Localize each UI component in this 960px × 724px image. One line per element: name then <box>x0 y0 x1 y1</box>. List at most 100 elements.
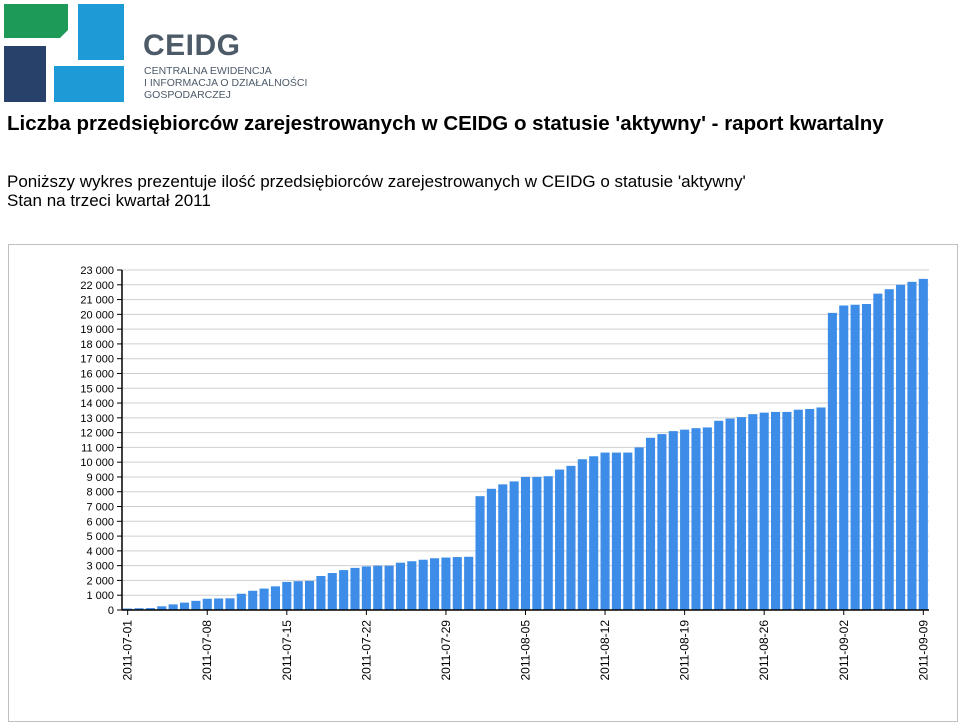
bar <box>577 459 587 610</box>
bar <box>520 476 531 610</box>
bar <box>850 304 860 610</box>
bar <box>214 598 224 610</box>
brand-subtitle-line: GOSPODARCZEJ <box>144 89 231 101</box>
y-tick-label: 1 000 <box>86 590 114 602</box>
bar <box>816 407 826 610</box>
y-tick-label: 14 000 <box>80 398 114 410</box>
bar <box>907 281 917 610</box>
bar <box>464 556 474 610</box>
brand-subtitle-line: I INFORMACJA O DZIAŁALNOŚCI <box>144 77 308 89</box>
bar <box>566 465 576 610</box>
bar <box>293 581 303 610</box>
report-date: Stan na trzeci kwartał 2011 <box>7 191 211 210</box>
ceidg-logo-icon <box>4 4 124 102</box>
bar <box>191 600 201 610</box>
bar <box>498 484 508 610</box>
bar <box>304 580 315 610</box>
bar <box>441 557 451 610</box>
bar <box>179 602 190 610</box>
x-tick-label: 2011-08-19 <box>678 620 692 681</box>
bar <box>918 278 928 610</box>
header: CEIDG CENTRALNA EWIDENCJA I INFORMACJA O… <box>0 0 960 108</box>
bar <box>418 559 428 610</box>
y-tick-label: 4 000 <box>86 546 114 558</box>
bar <box>407 561 417 610</box>
bar <box>884 289 894 610</box>
y-tick-label: 20 000 <box>80 309 114 321</box>
bar <box>805 408 815 610</box>
y-tick-label: 10 000 <box>80 457 114 469</box>
bar <box>373 565 383 610</box>
bar <box>771 411 781 610</box>
bar <box>896 284 906 610</box>
x-tick-label: 2011-08-26 <box>757 620 771 681</box>
bar <box>759 412 769 610</box>
y-tick-label: 19 000 <box>80 324 114 336</box>
bar <box>361 566 371 610</box>
x-tick-label: 2011-07-29 <box>439 620 453 681</box>
brand-subtitle-line: CENTRALNA EWIDENCJA <box>144 65 272 77</box>
bar-chart: 0 1 000 2 000 3 000 4 000 5 000 6 000 7 000 8 00… <box>80 265 930 681</box>
y-tick-label: 21 000 <box>80 295 114 307</box>
bar <box>861 304 872 610</box>
y-tick-label: 16 000 <box>80 368 114 380</box>
y-tick-label: 7 000 <box>86 502 114 514</box>
page-title: Liczba przedsiębiorców zarejestrowanych … <box>7 112 884 135</box>
x-tick-label: 2011-07-01 <box>121 620 135 681</box>
page-description: Poniższy wykres prezentuje ilość przedsi… <box>7 172 947 210</box>
bar <box>145 608 155 610</box>
bar <box>714 420 724 610</box>
bar <box>793 409 803 610</box>
chart-panel: 0 1 000 2 000 3 000 4 000 5 000 6 000 7 000 8 00… <box>8 244 958 722</box>
x-tick-label: 2011-09-09 <box>916 620 930 681</box>
y-tick-label: 23 000 <box>80 265 114 277</box>
bar <box>600 452 610 610</box>
bar <box>748 414 758 610</box>
bar <box>873 293 883 610</box>
y-tick-label: 12 000 <box>80 428 114 440</box>
y-tick-label: 13 000 <box>80 413 114 425</box>
bar <box>168 604 178 610</box>
bar <box>543 476 553 610</box>
bar <box>668 431 678 610</box>
bar <box>282 581 292 610</box>
bar <box>725 418 735 610</box>
bar <box>532 476 542 610</box>
bar <box>623 452 633 610</box>
y-tick-label: 9 000 <box>86 472 114 484</box>
bar <box>589 456 599 610</box>
y-tick-label: 15 000 <box>80 383 114 395</box>
bar <box>827 312 837 610</box>
bar <box>248 590 258 610</box>
y-tick-label: 17 000 <box>80 354 114 366</box>
y-tick-label: 18 000 <box>80 339 114 351</box>
bar <box>555 469 565 610</box>
bar <box>339 570 349 610</box>
y-tick-label: 6 000 <box>86 516 114 528</box>
bar <box>259 588 269 610</box>
bar <box>736 417 747 610</box>
bar <box>395 562 406 610</box>
bar <box>691 428 701 610</box>
bar <box>782 411 792 610</box>
bar <box>202 598 212 610</box>
brand-subtitle: CENTRALNA EWIDENCJA I INFORMACJA O DZIAŁ… <box>144 65 404 101</box>
bar <box>839 305 849 610</box>
bar <box>634 447 644 610</box>
bar <box>475 496 485 610</box>
y-tick-label: 22 000 <box>80 280 114 292</box>
y-tick-label: 5 000 <box>86 531 114 543</box>
y-tick-label: 8 000 <box>86 487 114 499</box>
bar <box>486 488 496 610</box>
bar <box>657 434 667 610</box>
bar <box>327 573 337 610</box>
x-tick-label: 2011-07-15 <box>280 620 294 681</box>
x-tick-label: 2011-08-12 <box>598 620 612 681</box>
description-text: Poniższy wykres prezentuje ilość przedsi… <box>7 172 746 191</box>
bar <box>645 437 656 610</box>
y-tick-label: 2 000 <box>86 575 114 587</box>
bar <box>384 565 394 610</box>
y-tick-label: 0 <box>108 605 114 617</box>
brand-name: CEIDG <box>143 29 241 62</box>
x-tick-label: 2011-08-05 <box>519 620 533 681</box>
